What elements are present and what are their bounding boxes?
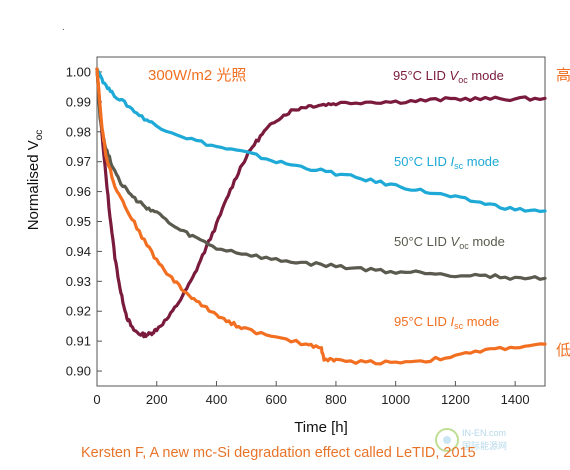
- label-prefix: 95°C LID: [393, 68, 450, 83]
- y-tick-label: 1.00: [66, 64, 91, 79]
- series-line-95c-lid-isc-mode: [95, 67, 547, 366]
- label-prefix: 95°C LID: [394, 314, 451, 329]
- series-line-95c-lid-voc-mode: [95, 67, 547, 339]
- x-tick-label: 600: [265, 392, 287, 407]
- series-line-50c-lid-voc-mode: [95, 67, 547, 281]
- y-tick-label: 0.94: [66, 244, 91, 259]
- right-glyph-bottom: 低: [556, 342, 570, 359]
- x-tick-label: 800: [325, 392, 347, 407]
- label-symbol: V: [451, 234, 461, 249]
- x-tick-label: 400: [206, 392, 228, 407]
- label-suffix: mode: [468, 68, 504, 83]
- label-symbol: V: [450, 68, 460, 83]
- watermark-logo-icon: [435, 428, 459, 452]
- y-axis-title: Normalised Voc: [25, 130, 45, 231]
- y-tick-label: 0.99: [66, 94, 91, 109]
- label-suffix: mode: [469, 234, 505, 249]
- y-tick-label: 0.91: [66, 334, 91, 349]
- y-tick-label: 0.97: [66, 154, 91, 169]
- y-tick-label: 0.90: [66, 364, 91, 379]
- x-tick-label: 1200: [441, 392, 470, 407]
- label-suffix: mode: [463, 314, 499, 329]
- x-tick-label: 1400: [501, 392, 530, 407]
- label-prefix: 50°C LID: [394, 154, 451, 169]
- y-tick-label: 0.98: [66, 124, 91, 139]
- watermark: IN-EN.com 国际能源网: [435, 428, 507, 452]
- y-tick-label: 0.95: [66, 214, 91, 229]
- series-label-95c-voc: 95°C LID Voc mode: [393, 68, 504, 85]
- watermark-bottom-text: 国际能源网: [462, 440, 507, 451]
- label-prefix: 50°C LID: [394, 234, 451, 249]
- series-label-50c-isc: 50°C LID Isc mode: [394, 154, 499, 171]
- y-tick-label: 0.93: [66, 274, 91, 289]
- series-label-95c-isc: 95°C LID Isc mode: [394, 314, 499, 331]
- label-subscript: sc: [454, 161, 464, 171]
- y-tick-label: 0.96: [66, 184, 91, 199]
- y-axis: 0.90 0.91 0.92 0.93 0.94 0.95 0.96 0.97 0.98 0.99…: [66, 64, 102, 379]
- right-glyph-top: 高: [556, 67, 570, 84]
- x-axis-title: Time [h]: [294, 419, 348, 436]
- series-label-50c-voc: 50°C LID Voc mode: [394, 234, 505, 251]
- irradiance-note: 300W/m2 光照: [148, 67, 246, 84]
- watermark-top-text: IN-EN.com: [462, 428, 506, 438]
- label-subscript: oc: [459, 241, 469, 251]
- label-suffix: mode: [463, 154, 499, 169]
- watermark-logo-core-icon: [443, 436, 451, 444]
- y-tick-label: 0.92: [66, 304, 91, 319]
- y-axis-title-sub: oc: [34, 130, 45, 141]
- x-tick-label: 200: [146, 392, 168, 407]
- label-subscript: sc: [454, 321, 464, 331]
- label-subscript: oc: [458, 75, 468, 85]
- x-tick-label: 1000: [381, 392, 410, 407]
- x-tick-label: 0: [93, 392, 100, 407]
- series-layer: [95, 67, 547, 366]
- label-symbol: I: [451, 314, 455, 329]
- y-axis-title-main: Normalised V: [25, 140, 42, 230]
- label-symbol: I: [451, 154, 455, 169]
- series-line-50c-lid-isc-mode: [95, 67, 547, 213]
- x-axis: 0 200 400 600 800 1000 1200 1400: [93, 381, 530, 407]
- citation: Kersten F, A new mc-Si degradation effec…: [81, 445, 476, 461]
- dot-mark: .: [62, 22, 65, 33]
